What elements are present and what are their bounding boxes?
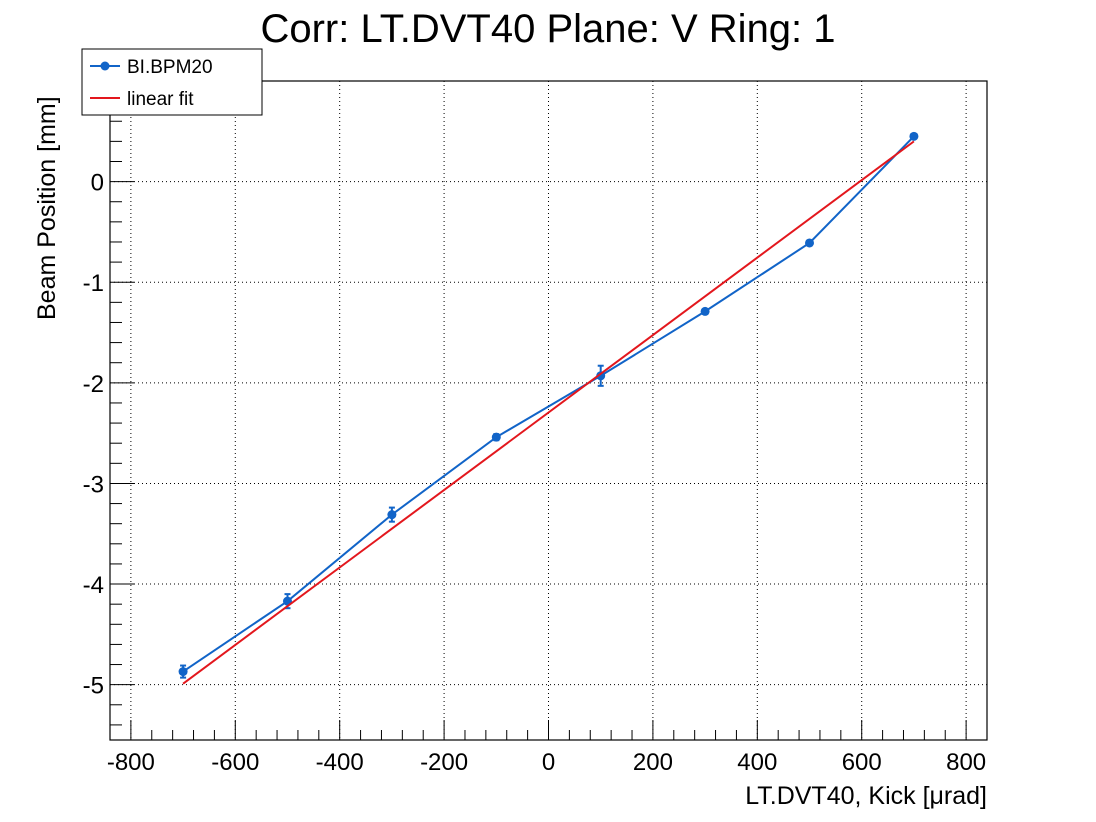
y-tick-label: -5 — [83, 673, 104, 700]
x-tick-labels: -800 -600 -400 -200 0 200 400 600 800 — [107, 749, 986, 776]
series-layer — [178, 131, 919, 685]
bpm-series-line — [182, 135, 915, 673]
y-tick-labels: -5 -4 -3 -2 -1 0 — [83, 170, 104, 700]
x-tick-label: -400 — [316, 749, 364, 776]
x-tick-label: 800 — [946, 749, 986, 776]
legend-marker-bpm — [100, 61, 110, 71]
data-point — [596, 371, 606, 381]
data-point — [387, 510, 397, 520]
x-tick-label: 0 — [542, 749, 555, 776]
x-axis-label: LT.DVT40, Kick [μrad] — [745, 782, 987, 810]
fit-line — [182, 140, 915, 685]
legend-label-fit: linear fit — [127, 89, 194, 110]
data-point — [178, 667, 188, 677]
y-tick-label: 0 — [91, 170, 104, 197]
y-tick-label: -2 — [83, 371, 104, 398]
legend: BI.BPM20 linear fit — [81, 48, 263, 116]
x-tick-label: 600 — [842, 749, 882, 776]
data-point — [491, 432, 501, 442]
x-tick-label: -800 — [107, 749, 155, 776]
x-tick-label: -200 — [420, 749, 468, 776]
legend-label-bpm: BI.BPM20 — [127, 57, 213, 78]
y-tick-label: -3 — [83, 471, 104, 498]
data-point — [909, 131, 919, 141]
x-tick-label: 400 — [737, 749, 777, 776]
data-point — [805, 238, 815, 248]
y-tick-label: -1 — [83, 270, 104, 297]
legend-box — [81, 48, 263, 116]
axis-ticks — [110, 100, 967, 740]
chart-title: Corr: LT.DVT40 Plane: V Ring: 1 — [260, 7, 835, 51]
series-bpm — [178, 131, 919, 679]
x-tick-label: 200 — [633, 749, 673, 776]
series-fit — [182, 140, 915, 685]
data-point — [700, 306, 710, 316]
y-tick-label: -4 — [83, 572, 104, 599]
x-tick-label: -600 — [211, 749, 259, 776]
y-axis-label: Beam Position [mm] — [33, 96, 61, 320]
